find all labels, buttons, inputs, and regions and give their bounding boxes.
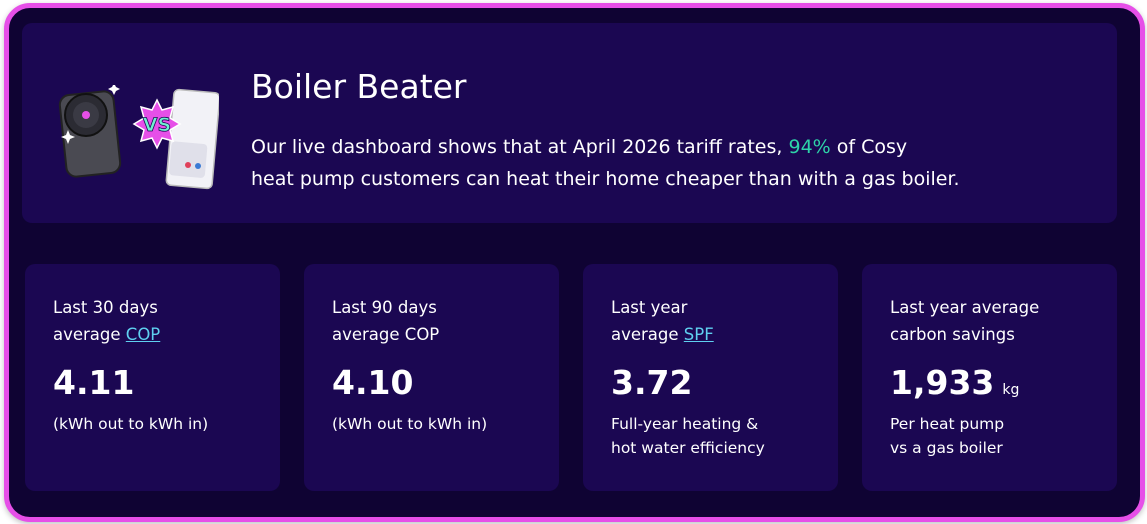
stat-label: Last year average carbon savings [890, 294, 1039, 348]
stat-note: Full-year heating & hot water efficiency [611, 412, 765, 460]
note-text: (kWh out to kWh in) [53, 415, 209, 433]
note-text: vs a gas boiler [890, 439, 1003, 457]
stat-value: 1,933 kg [890, 363, 1019, 402]
label-text: Last year [611, 298, 688, 317]
label-text: average [53, 325, 121, 344]
info-link[interactable]: SPF [683, 325, 714, 344]
note-text: (kWh out to kWh in) [332, 415, 488, 433]
stat-label: Last year average SPF [611, 294, 714, 348]
description-text: of Cosy [836, 136, 908, 158]
stat-card: Last year average carbon savings 1,933 kg Pe… [862, 264, 1117, 491]
stat-card: Last 90 days average COP 4.10 (kWh out to k… [304, 264, 559, 491]
description-text: Our live dashboard shows that at April 2… [251, 136, 783, 158]
stat-note: (kWh out to kWh in) [332, 412, 487, 436]
value-text: 4.11 [53, 363, 135, 402]
value-text: 1,933 [890, 363, 995, 402]
label-text: Last 30 days [53, 298, 158, 317]
value-text: 3.72 [611, 363, 693, 402]
description: Our live dashboard shows that at April 2… [251, 131, 960, 195]
illustration: VS [58, 85, 219, 190]
label-text: Last 90 days [332, 298, 437, 317]
vs-badge: VS [143, 114, 171, 136]
title: Boiler Beater [251, 67, 467, 106]
label-text: average [611, 325, 679, 344]
note-text: Full-year heating & [611, 415, 759, 433]
label-text: Last year average [890, 298, 1040, 317]
description-text: heat pump customers can heat their home … [251, 168, 960, 190]
value-text: 4.10 [332, 363, 414, 402]
stat-value: 3.72 [611, 363, 692, 402]
info-link[interactable]: COP [125, 325, 161, 344]
label-text: average COP [332, 325, 440, 344]
stat-value: 4.10 [332, 363, 413, 402]
stat-label: Last 30 days average COP [53, 294, 160, 348]
unit: kg [1002, 382, 1020, 398]
stat-label: Last 90 days average COP [332, 294, 439, 348]
boiler-beater-widget: VS Boiler Beater Our live dashboard show… [4, 3, 1145, 522]
stat-card: Last year average SPF 3.72 Full-year heatin… [583, 264, 838, 491]
stat-value: 4.11 [53, 363, 134, 402]
stat-note: Per heat pump vs a gas boiler [890, 412, 1004, 460]
note-text: hot water efficiency [611, 439, 765, 457]
stat-card: Last 30 days average COP 4.11 (kWh out to k… [25, 264, 280, 491]
header-panel: VS Boiler Beater Our live dashboard show… [22, 23, 1117, 223]
stat-note: (kWh out to kWh in) [53, 412, 208, 436]
label-text: carbon savings [890, 325, 1015, 344]
note-text: Per heat pump [890, 415, 1005, 433]
highlight: 94% [788, 136, 831, 158]
